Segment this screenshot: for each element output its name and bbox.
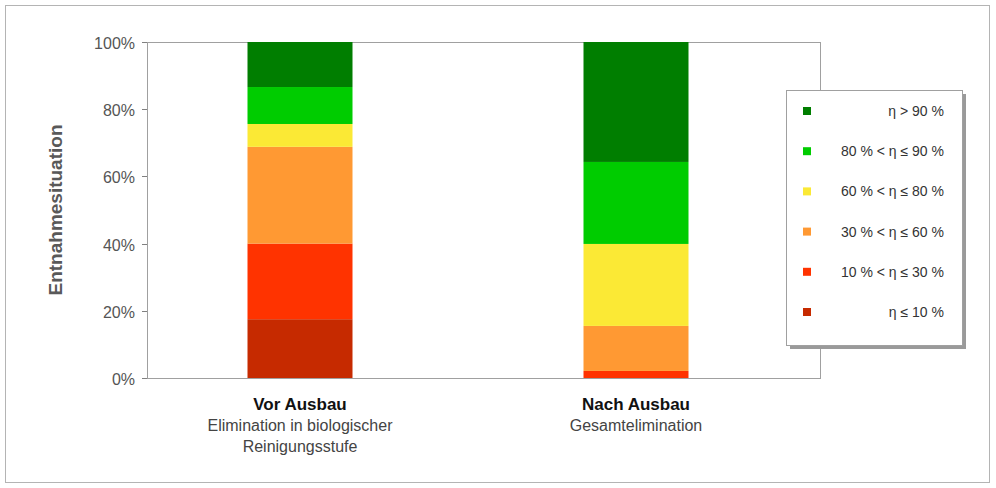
legend-label: η > 90 %: [888, 103, 944, 119]
bar-segment: [584, 162, 689, 244]
y-tick: [142, 42, 147, 43]
bar-segment: [584, 371, 689, 378]
bar-segment: [584, 326, 689, 371]
y-tick: [142, 378, 147, 379]
bar-segment: [584, 42, 689, 162]
y-tick: [142, 244, 147, 245]
bar-segment: [248, 87, 353, 124]
legend-swatch: [803, 268, 811, 276]
chart: 0% 20% 40% 60% 80% 100% Entnahmesituation Vor A…: [0, 0, 996, 488]
legend-swatch: [803, 187, 811, 195]
bar-segment: [248, 319, 353, 378]
y-axis-label: Entnahmesituation: [45, 124, 66, 295]
chart-border: [6, 6, 990, 483]
y-tick: [142, 311, 147, 312]
legend-swatch: [803, 228, 811, 236]
y-tick-label: 40%: [103, 237, 135, 254]
legend-swatch: [803, 308, 811, 316]
y-tick-label: 80%: [103, 102, 135, 119]
legend-label: 80 % < η ≤ 90 %: [841, 143, 944, 159]
legend-box: [787, 91, 963, 346]
x-tick-label: Vor Ausbau Elimination in biologischer Rei…: [208, 395, 394, 455]
bar-segment: [248, 244, 353, 320]
bar-segment: [248, 124, 353, 147]
legend-swatch: [803, 147, 811, 155]
bars: [248, 42, 689, 378]
legend-label: 30 % < η ≤ 60 %: [841, 224, 944, 240]
legend-label: 60 % < η ≤ 80 %: [841, 183, 944, 199]
bar-segment: [248, 42, 353, 87]
legend-label: 10 % < η ≤ 30 %: [841, 264, 944, 280]
y-tick-label: 100%: [94, 35, 135, 52]
y-tick-label: 0%: [112, 371, 135, 388]
y-tick-label: 20%: [103, 304, 135, 321]
x-tick-label-line: Nach Ausbau: [582, 395, 690, 414]
bar-segment: [248, 147, 353, 244]
plot-frame: [148, 43, 821, 379]
x-tick-label-line: Vor Ausbau: [253, 395, 347, 414]
y-tick: [142, 109, 147, 110]
y-tick: [142, 176, 147, 177]
x-tick-label-line: Elimination in biologischer: [208, 417, 394, 434]
bar-segment: [584, 244, 689, 326]
y-tick-label: 60%: [103, 169, 135, 186]
x-tick-label-line: Reinigungsstufe: [243, 438, 358, 455]
legend-label: η ≤ 10 %: [889, 304, 944, 320]
x-tick-label: Nach Ausbau Gesamtelimination: [570, 395, 703, 434]
legend-swatch: [803, 107, 811, 115]
x-tick-label-line: Gesamtelimination: [570, 417, 703, 434]
